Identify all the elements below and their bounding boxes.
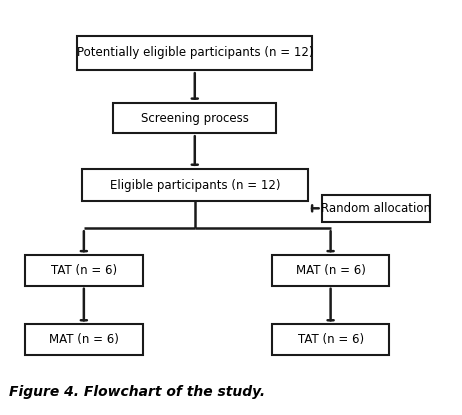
Text: TAT (n = 6): TAT (n = 6) [298,333,364,346]
Text: TAT (n = 6): TAT (n = 6) [51,264,117,277]
Text: Random allocation: Random allocation [321,202,431,215]
FancyBboxPatch shape [77,36,312,70]
FancyBboxPatch shape [322,195,430,222]
Text: Figure 4. Flowchart of the study.: Figure 4. Flowchart of the study. [9,385,265,399]
FancyBboxPatch shape [272,325,389,355]
FancyBboxPatch shape [25,325,143,355]
Text: Screening process: Screening process [141,112,249,124]
Text: Potentially eligible participants (n = 12): Potentially eligible participants (n = 1… [77,46,313,59]
FancyBboxPatch shape [25,255,143,286]
Text: Eligible participants (n = 12): Eligible participants (n = 12) [109,178,280,192]
Text: MAT (n = 6): MAT (n = 6) [49,333,119,346]
FancyBboxPatch shape [82,169,308,201]
FancyBboxPatch shape [113,103,276,133]
Text: MAT (n = 6): MAT (n = 6) [296,264,365,277]
FancyBboxPatch shape [272,255,389,286]
